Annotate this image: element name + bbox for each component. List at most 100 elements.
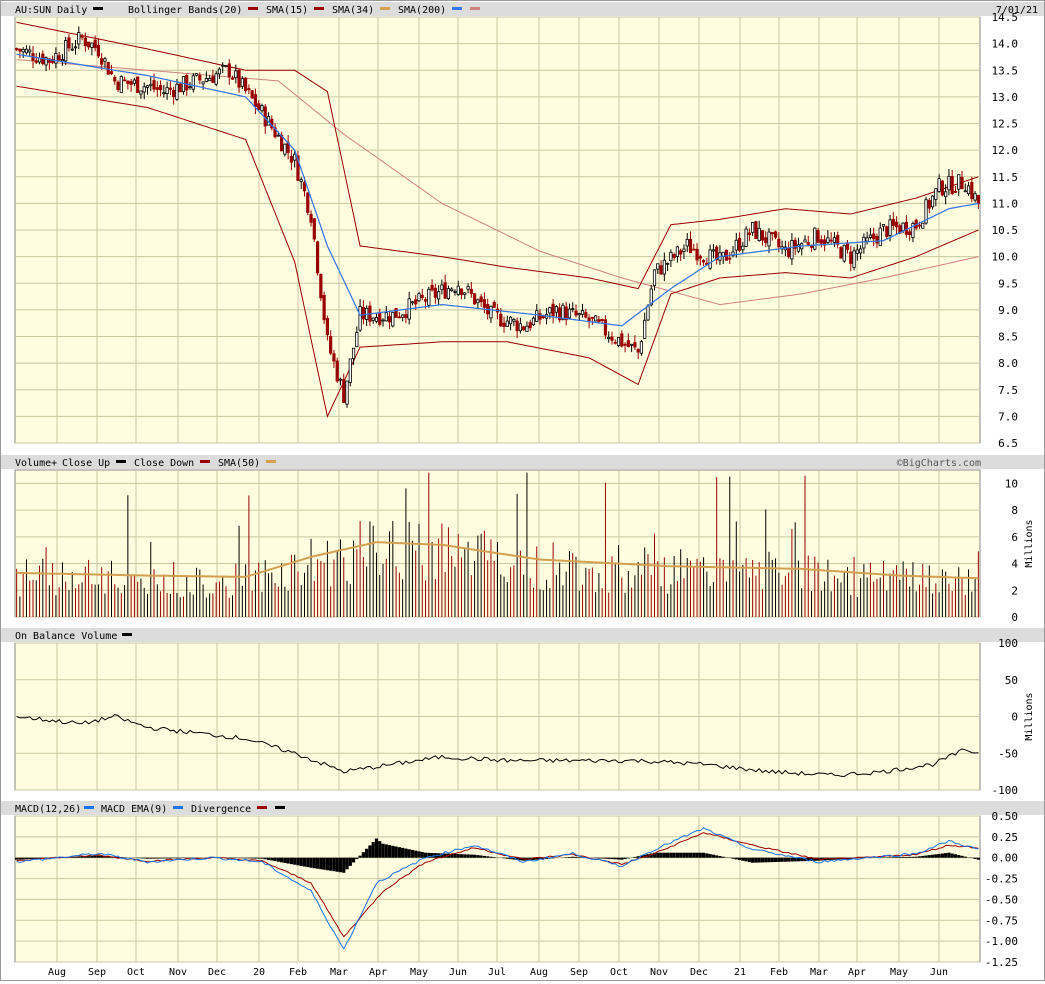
candle-body bbox=[456, 285, 460, 295]
candle-body bbox=[162, 92, 166, 95]
candle-body bbox=[342, 379, 346, 403]
candle-body bbox=[512, 319, 516, 322]
candle-body bbox=[757, 227, 761, 242]
candle-body bbox=[790, 240, 794, 260]
x-axis-month-label: Mar bbox=[330, 967, 348, 978]
candle-body bbox=[908, 231, 912, 236]
candle-body bbox=[24, 48, 29, 54]
candle-body bbox=[577, 313, 581, 316]
candle-body bbox=[18, 48, 22, 52]
price-y-tick-label: 8.5 bbox=[998, 331, 1018, 344]
candle-body bbox=[940, 180, 944, 196]
candle-body bbox=[325, 317, 329, 335]
candle-body bbox=[73, 46, 78, 49]
bollinger-upper-line bbox=[16, 21, 979, 290]
candle-body bbox=[302, 182, 307, 192]
obv-header-bar bbox=[1, 628, 1044, 642]
candle-body bbox=[499, 313, 503, 327]
candle-body bbox=[522, 326, 526, 331]
macd-legend-2-swatch bbox=[275, 806, 285, 809]
price-title-swatch bbox=[93, 7, 103, 10]
candle-body bbox=[315, 241, 320, 274]
candle-body bbox=[103, 58, 107, 62]
candle-body bbox=[554, 306, 558, 313]
macd-legend-1-label: Divergence bbox=[191, 804, 251, 815]
x-axis-month-label: May bbox=[410, 967, 428, 978]
candle-body bbox=[734, 239, 738, 251]
x-axis-month-label: Jun bbox=[930, 967, 948, 978]
candle-body bbox=[924, 199, 928, 224]
candle-body bbox=[679, 250, 683, 255]
candle-body bbox=[361, 307, 365, 320]
macd-y-tick-label: 0.50 bbox=[992, 810, 1019, 823]
price-y-tick-label: 7.5 bbox=[998, 384, 1018, 397]
macd-y-tick-label: 0.25 bbox=[992, 831, 1019, 844]
x-axis-month-label: Jul bbox=[488, 967, 506, 978]
candle-body bbox=[158, 85, 163, 91]
candle-body bbox=[482, 299, 487, 308]
candle-body bbox=[227, 63, 231, 78]
candle-body bbox=[715, 246, 719, 261]
candle-body bbox=[381, 319, 385, 322]
macd-header-bar bbox=[1, 801, 1044, 815]
x-axis-month-label: May bbox=[890, 967, 908, 978]
volume-y-tick-label: 2 bbox=[1011, 584, 1018, 597]
candle-body bbox=[198, 75, 202, 81]
candle-body bbox=[564, 306, 568, 321]
candle-body bbox=[178, 83, 182, 93]
candle-body bbox=[747, 232, 751, 236]
obv-unit-label: Millions bbox=[1024, 692, 1035, 740]
candle-body bbox=[322, 294, 326, 321]
candle-body bbox=[453, 290, 457, 293]
obv-y-tick-label: 0 bbox=[1011, 711, 1018, 724]
candle-body bbox=[600, 319, 604, 322]
candle-body bbox=[626, 340, 630, 347]
price-y-tick-label: 13.0 bbox=[992, 91, 1019, 104]
candle-body bbox=[633, 342, 637, 348]
candle-body bbox=[548, 307, 552, 314]
candle-body bbox=[430, 284, 434, 291]
volume-legend-1-label: Close Down bbox=[134, 458, 194, 469]
candle-body bbox=[597, 319, 601, 322]
sma-blue-line bbox=[16, 53, 979, 327]
candle-body bbox=[351, 347, 356, 359]
candle-body bbox=[643, 319, 647, 339]
candle-body bbox=[934, 188, 938, 200]
candle-body bbox=[518, 323, 522, 332]
candle-body bbox=[260, 105, 264, 112]
candle-body bbox=[257, 103, 261, 110]
candle-body bbox=[662, 259, 666, 275]
candle-body bbox=[947, 175, 951, 191]
candle-body bbox=[185, 74, 189, 91]
candle-body bbox=[70, 48, 74, 51]
candle-body bbox=[417, 293, 421, 302]
volume-title: Volume+ bbox=[15, 458, 57, 469]
volume-y-tick-label: 0 bbox=[1011, 611, 1018, 624]
candle-body bbox=[803, 239, 807, 243]
macd-y-tick-label: -0.50 bbox=[985, 893, 1018, 906]
candle-body bbox=[60, 59, 65, 62]
candle-body bbox=[737, 237, 742, 251]
macd-title: MACD(12,26) bbox=[15, 804, 81, 815]
candle-body bbox=[142, 86, 146, 93]
candle-body bbox=[855, 249, 859, 254]
candle-body bbox=[387, 316, 392, 323]
price-y-tick-label: 11.5 bbox=[992, 171, 1019, 184]
price-legend-2-label: SMA(34) bbox=[332, 5, 374, 16]
candle-body bbox=[930, 195, 935, 208]
candle-body bbox=[479, 296, 483, 303]
candle-body bbox=[944, 191, 948, 198]
candle-body bbox=[901, 222, 905, 231]
obv-line bbox=[16, 713, 979, 778]
candle-body bbox=[970, 182, 974, 199]
candle-body bbox=[247, 88, 251, 91]
candle-body bbox=[194, 73, 199, 76]
x-axis-month-label: Oct bbox=[610, 967, 628, 978]
candle-body bbox=[423, 299, 428, 302]
candle-body bbox=[587, 317, 591, 322]
x-axis-month-label: Aug bbox=[530, 967, 548, 978]
volume-sma50-line bbox=[16, 541, 979, 580]
candle-body bbox=[116, 81, 120, 90]
candle-body bbox=[685, 239, 689, 247]
volume-panel bbox=[14, 469, 981, 618]
